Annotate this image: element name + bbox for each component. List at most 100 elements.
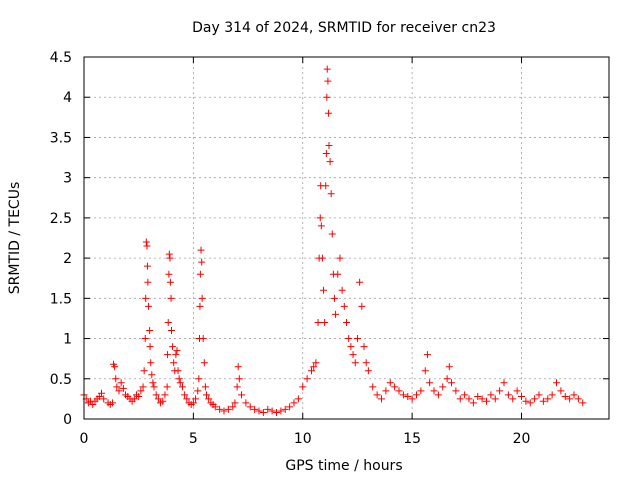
data-point bbox=[163, 383, 171, 391]
x-tick-label: 0 bbox=[80, 431, 89, 447]
data-point bbox=[167, 294, 175, 302]
x-tick-label: 10 bbox=[294, 431, 312, 447]
data-point bbox=[181, 391, 189, 399]
data-point bbox=[259, 409, 267, 417]
data-point bbox=[176, 379, 184, 387]
data-point bbox=[320, 286, 328, 294]
data-point bbox=[139, 383, 147, 391]
data-point bbox=[504, 391, 512, 399]
data-point bbox=[216, 405, 224, 413]
data-point bbox=[474, 392, 482, 400]
data-point bbox=[465, 395, 473, 403]
data-point bbox=[192, 395, 200, 403]
data-point bbox=[553, 379, 560, 387]
data-point bbox=[362, 359, 370, 367]
data-point bbox=[483, 397, 490, 405]
grid bbox=[84, 57, 609, 419]
data-point bbox=[242, 399, 250, 407]
chart-title: Day 314 of 2024, SRMTID for receiver cn2… bbox=[192, 20, 496, 36]
data-point bbox=[327, 190, 335, 198]
data-point bbox=[200, 359, 208, 367]
data-point bbox=[500, 379, 508, 387]
data-point bbox=[175, 375, 183, 383]
data-point bbox=[325, 141, 333, 149]
data-point bbox=[211, 403, 219, 411]
data-point bbox=[164, 351, 172, 359]
data-point bbox=[166, 278, 174, 286]
data-point bbox=[194, 387, 202, 395]
data-point bbox=[391, 383, 399, 391]
data-point bbox=[197, 246, 205, 254]
data-point bbox=[325, 109, 333, 117]
data-point bbox=[149, 379, 157, 387]
data-point bbox=[273, 409, 280, 417]
data-point bbox=[323, 65, 331, 73]
data-point bbox=[203, 391, 210, 399]
data-point bbox=[557, 387, 565, 395]
data-point bbox=[173, 347, 181, 355]
data-point bbox=[115, 387, 123, 395]
data-point bbox=[360, 343, 368, 351]
data-point bbox=[246, 403, 254, 411]
data-point bbox=[330, 294, 338, 302]
data-point bbox=[143, 242, 151, 250]
data-point bbox=[513, 387, 521, 395]
data-point bbox=[159, 397, 167, 405]
data-point bbox=[548, 391, 556, 399]
data-point bbox=[111, 363, 119, 371]
y-tick-label: 1 bbox=[63, 332, 72, 348]
data-point bbox=[141, 335, 149, 343]
data-point bbox=[142, 238, 150, 246]
y-tick-label: 1.5 bbox=[50, 291, 72, 307]
data-point bbox=[196, 270, 204, 278]
data-point bbox=[143, 262, 151, 270]
data-point bbox=[196, 302, 204, 310]
data-point bbox=[345, 335, 353, 343]
data-point bbox=[456, 395, 464, 403]
data-point bbox=[452, 387, 460, 395]
data-point bbox=[183, 395, 191, 403]
data-point bbox=[448, 379, 455, 387]
data-point bbox=[526, 399, 534, 407]
data-point bbox=[224, 405, 232, 413]
data-point bbox=[509, 395, 517, 403]
data-point bbox=[154, 395, 162, 403]
data-point bbox=[199, 335, 207, 343]
data-point bbox=[137, 387, 145, 395]
data-point bbox=[324, 77, 332, 85]
data-point bbox=[535, 391, 543, 399]
data-point bbox=[336, 254, 344, 262]
data-point bbox=[421, 367, 429, 375]
data-point bbox=[326, 158, 334, 166]
x-tick-label: 15 bbox=[403, 431, 421, 447]
data-point bbox=[334, 270, 342, 278]
data-point bbox=[255, 407, 263, 415]
data-point bbox=[399, 391, 407, 399]
data-point bbox=[566, 395, 574, 403]
data-point bbox=[308, 367, 315, 375]
data-point bbox=[268, 407, 276, 415]
data-point bbox=[113, 383, 121, 391]
data-point bbox=[189, 399, 197, 407]
data-point bbox=[195, 375, 203, 383]
data-point bbox=[172, 351, 180, 359]
data-point bbox=[144, 278, 152, 286]
data-point bbox=[164, 318, 172, 326]
data-point bbox=[165, 250, 173, 258]
data-point bbox=[408, 395, 416, 403]
data-point bbox=[338, 286, 346, 294]
data-point bbox=[579, 399, 587, 407]
y-tick-label: 4.5 bbox=[50, 50, 72, 66]
data-point bbox=[145, 302, 153, 310]
data-point bbox=[561, 392, 569, 400]
axis-ticks: 0 0.5 1 1.5 2 2.5 3 3.5 4 4.5 0 5 10 15 20 bbox=[50, 50, 609, 447]
data-point bbox=[108, 399, 116, 407]
data-point bbox=[487, 391, 495, 399]
data-point bbox=[198, 258, 206, 266]
data-point bbox=[322, 150, 330, 158]
data-point bbox=[140, 367, 148, 375]
data-point bbox=[130, 395, 138, 403]
data-point bbox=[378, 395, 385, 403]
